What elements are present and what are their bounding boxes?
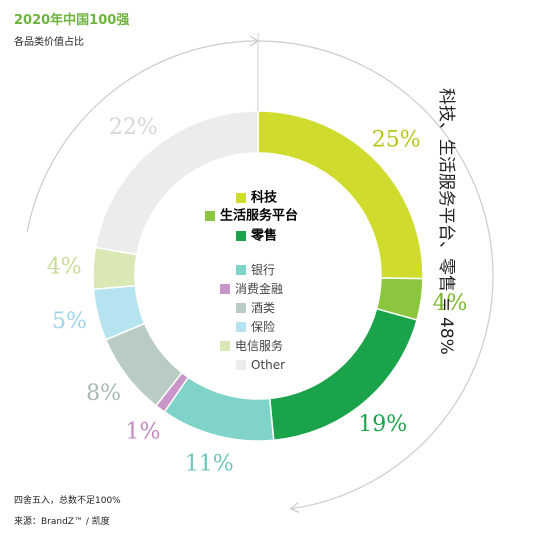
group-annotation-text: 科技、生活服务平台、零售 = 48%: [436, 88, 456, 355]
group-annotation: 科技、生活服务平台、零售 = 48%: [26, 33, 494, 514]
legend-swatch-2: [236, 231, 246, 241]
donut-slice-8: [94, 110, 259, 256]
pct-label-4: 1%: [126, 420, 161, 445]
pct-label-7: 4%: [47, 254, 82, 279]
legend-label-2: 零售: [250, 228, 277, 244]
legend-swatch-3: [236, 265, 246, 275]
legend-label-3: 银行: [251, 263, 275, 277]
pct-label-8: 22%: [109, 115, 158, 140]
group-bracket-arc: [257, 40, 494, 510]
page-subtitle: 各品类价值占比: [14, 37, 84, 48]
pct-label-6: 5%: [52, 309, 87, 334]
pct-label-0: 25%: [372, 127, 421, 152]
pct-label-1: 4%: [433, 291, 468, 316]
legend-swatch-0: [236, 193, 246, 203]
legend-swatch-6: [236, 322, 246, 332]
legend-swatch-7: [220, 341, 230, 351]
other-bracket-arc: [26, 40, 259, 232]
legend-swatch-4: [220, 284, 230, 294]
donut-slices: [92, 110, 424, 442]
group-bracket-arc-arrowhead: [289, 502, 300, 514]
legend-label-5: 酒类: [251, 301, 275, 315]
rounding-note: 四舍五入，总数不足100%: [14, 496, 121, 506]
pct-label-3: 11%: [185, 451, 234, 476]
legend-label-7: 电信服务: [235, 338, 283, 353]
legend-label-6: 保险: [251, 319, 275, 334]
percentage-labels: 25% 4% 19% 11% 1%8% 5% 4% 22%: [47, 115, 468, 476]
pct-label-5: 8%: [86, 381, 121, 406]
legend-label-1: 生活服务平台: [220, 208, 298, 224]
source-note: 来源：BrandZ™ / 凯度: [14, 517, 110, 527]
legend-swatch-5: [236, 303, 246, 313]
page-title: 2020年中国100强: [14, 13, 130, 28]
pct-label-2: 19%: [358, 412, 407, 437]
legend-label-4: 消费金融: [235, 281, 283, 296]
legend-label-8: Other: [251, 358, 285, 372]
legend-swatch-1: [205, 211, 215, 221]
legend-label-0: 科技: [251, 190, 278, 206]
legend-swatch-8: [236, 360, 246, 370]
